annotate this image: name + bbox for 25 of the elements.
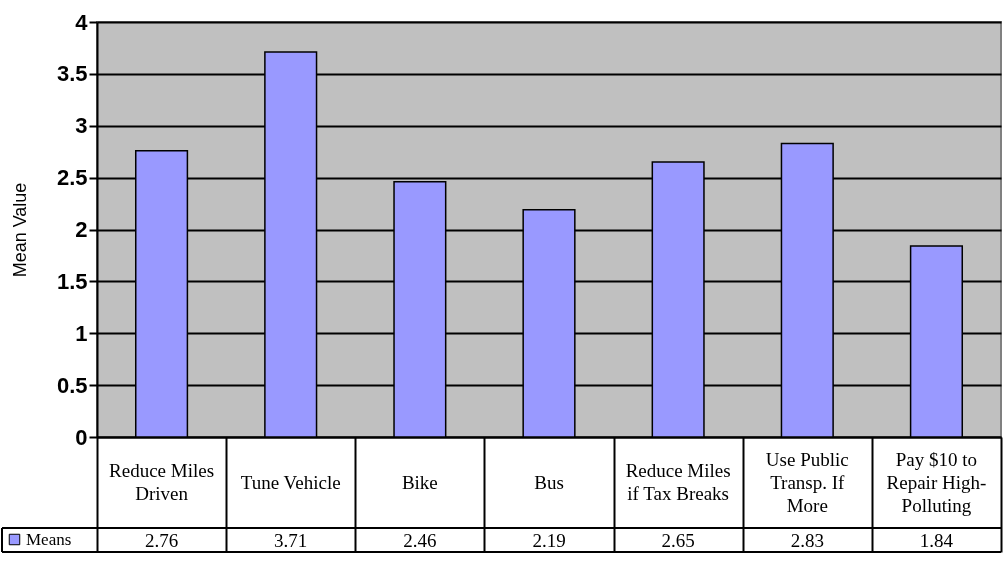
data-label: 2.83 (790, 530, 824, 551)
x-tick-label: Bus (534, 471, 564, 493)
y-tick-label: 1 (75, 320, 88, 346)
data-label: 2.46 (403, 530, 437, 551)
data-label: 2.19 (532, 530, 566, 551)
legend-label: Means (26, 529, 72, 549)
data-label: 2.76 (144, 530, 179, 551)
x-tick-label: Pay $10 to Repair High-Polluting (886, 448, 987, 516)
y-tick-label: 0.5 (56, 372, 88, 398)
y-tick-label: 2 (75, 217, 88, 242)
y-tick-label: 3.5 (56, 61, 88, 87)
x-tick-label: Bike (401, 471, 438, 493)
y-tick-label: 1.5 (56, 268, 88, 294)
x-tick-label: Use Public Transp. If More (765, 448, 849, 516)
data-label: 3.71 (274, 530, 308, 551)
data-label: 1.84 (919, 530, 954, 551)
y-tick-label: 4 (75, 9, 89, 35)
y-axis-title: Mean Value (9, 182, 30, 278)
x-tick-label: Reduce Miles if Tax Breaks (625, 460, 731, 504)
y-tick-label: 0 (75, 424, 88, 450)
x-tick-label: Reduce Miles Driven (109, 460, 215, 504)
data-label: 2.65 (661, 530, 695, 551)
y-tick-label: 3 (75, 113, 88, 139)
y-tick-label: 2.5 (56, 165, 88, 191)
x-tick-label: Tune Vehicle (240, 471, 341, 493)
